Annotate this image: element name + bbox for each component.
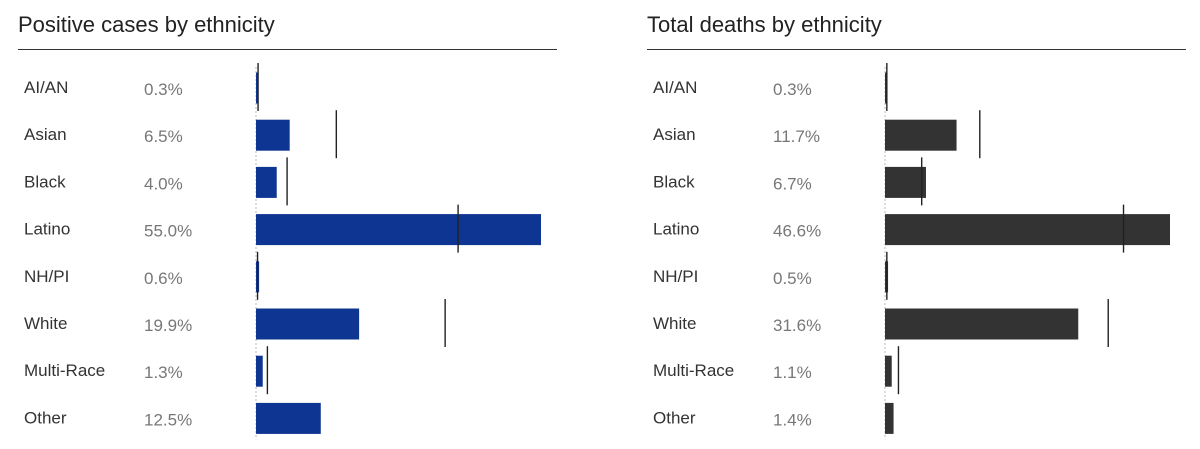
cases-chart-panel: Positive cases by ethnicity AI/AN 0.3% Asi… bbox=[18, 0, 558, 449]
category-label: White bbox=[24, 314, 67, 333]
bar bbox=[256, 402, 321, 434]
bar bbox=[885, 72, 887, 104]
bar bbox=[256, 72, 258, 104]
value-label: 31.6% bbox=[773, 316, 821, 335]
category-label: White bbox=[653, 314, 696, 333]
bar bbox=[256, 214, 541, 246]
bar bbox=[885, 166, 926, 198]
value-label: 0.6% bbox=[144, 269, 183, 288]
title-rule bbox=[647, 49, 1186, 50]
category-label: NH/PI bbox=[653, 267, 698, 286]
category-label: Other bbox=[653, 408, 696, 427]
value-label: 1.3% bbox=[144, 363, 183, 382]
category-label: Latino bbox=[24, 220, 70, 239]
title-rule bbox=[18, 49, 557, 50]
value-label: 1.1% bbox=[773, 363, 812, 382]
category-label: Multi-Race bbox=[653, 361, 734, 380]
category-label: Asian bbox=[653, 125, 696, 144]
category-label: NH/PI bbox=[24, 267, 69, 286]
category-label: Multi-Race bbox=[24, 361, 105, 380]
value-label: 6.7% bbox=[773, 174, 812, 193]
category-label: Asian bbox=[24, 125, 67, 144]
value-label: 11.7% bbox=[773, 127, 820, 146]
category-label: Other bbox=[24, 408, 67, 427]
bar bbox=[256, 355, 263, 387]
value-label: 0.5% bbox=[773, 269, 812, 288]
bar bbox=[256, 308, 360, 340]
value-label: 12.5% bbox=[144, 410, 192, 429]
bar bbox=[885, 119, 957, 151]
bar bbox=[256, 166, 277, 198]
bar bbox=[885, 214, 1170, 246]
bar bbox=[885, 402, 894, 434]
value-label: 4.0% bbox=[144, 174, 183, 193]
category-label: Black bbox=[653, 172, 695, 191]
bar bbox=[885, 308, 1079, 340]
category-label: Latino bbox=[653, 220, 699, 239]
value-label: 1.4% bbox=[773, 410, 812, 429]
value-label: 19.9% bbox=[144, 316, 192, 335]
value-label: 0.3% bbox=[773, 80, 812, 99]
value-label: 46.6% bbox=[773, 222, 821, 241]
deaths-chart-panel: Total deaths by ethnicity AI/AN 0.3% Asian… bbox=[647, 0, 1187, 449]
value-label: 55.0% bbox=[144, 222, 192, 241]
bar bbox=[256, 119, 290, 151]
category-label: Black bbox=[24, 172, 66, 191]
bar bbox=[885, 355, 892, 387]
cases-bar-chart: AI/AN 0.3% Asian 6.5% Black 4.0% Latino 55.0% NH… bbox=[24, 63, 541, 440]
value-label: 0.3% bbox=[144, 80, 183, 99]
category-label: AI/AN bbox=[653, 78, 697, 97]
deaths-bar-chart: AI/AN 0.3% Asian 11.7% Black 6.7% Latino 46.6% N… bbox=[653, 63, 1170, 440]
chart-title-deaths: Total deaths by ethnicity bbox=[647, 12, 882, 37]
chart-title-cases: Positive cases by ethnicity bbox=[18, 12, 275, 37]
value-label: 6.5% bbox=[144, 127, 183, 146]
category-label: AI/AN bbox=[24, 78, 68, 97]
